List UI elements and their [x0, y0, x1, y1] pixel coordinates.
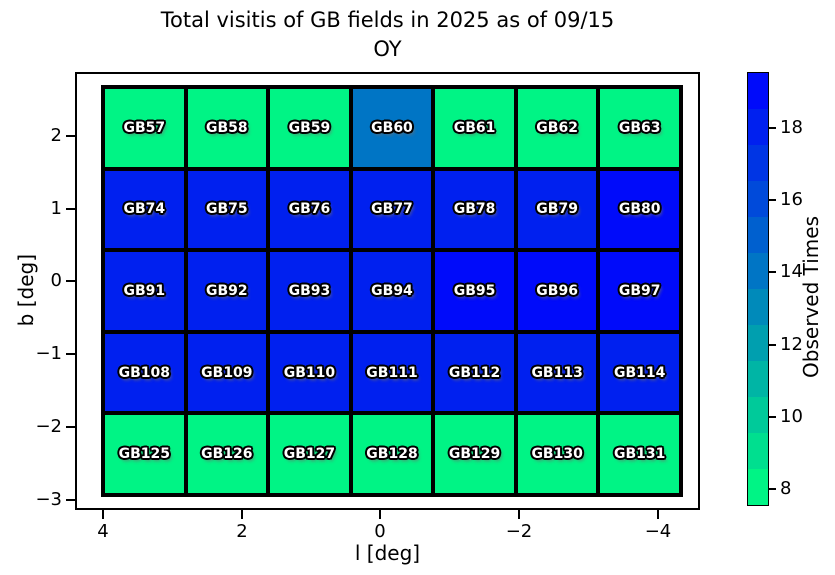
grid-cell-GB112: GB112: [435, 333, 514, 412]
y-tick-label: −3: [35, 489, 62, 510]
x-tick-label: −4: [644, 521, 672, 542]
colorbar-band-15: [748, 217, 768, 253]
x-tick-label: 2: [236, 521, 248, 542]
tick-mark: [769, 199, 776, 201]
grid-cell-GB63: GB63: [600, 89, 679, 167]
grid-cell-GB108: GB108: [105, 333, 184, 412]
grid-cell-GB96: GB96: [517, 252, 597, 330]
colorbar-tick-label: 18: [780, 117, 803, 138]
colorbar-band-8: [748, 469, 768, 505]
colorbar-band-19: [748, 73, 768, 109]
colorbar-tick-label: 14: [780, 261, 803, 282]
x-axis-label: l [deg]: [354, 541, 421, 565]
colorbar: [747, 72, 769, 506]
colorbar-band-18: [748, 109, 768, 145]
grid-cell-GB80: GB80: [600, 170, 679, 249]
y-tick-label: 2: [50, 125, 62, 146]
colorbar-tick-label: 16: [780, 189, 803, 210]
grid-cell-GB76: GB76: [270, 170, 349, 249]
tick-mark: [518, 510, 520, 519]
colorbar-band-11: [748, 361, 768, 397]
tick-mark: [66, 499, 75, 501]
chart-title-line2: OY: [373, 37, 402, 61]
y-tick-label: −1: [35, 343, 62, 364]
tick-mark: [66, 353, 75, 355]
y-tick-label: −2: [35, 416, 62, 437]
x-tick-label: 4: [97, 521, 109, 542]
colorbar-tick-label: 8: [780, 478, 792, 499]
y-tick-label: 0: [50, 270, 62, 291]
colorbar-band-14: [748, 253, 768, 289]
grid-cell-GB110: GB110: [270, 333, 349, 412]
grid-cell-GB58: GB58: [187, 89, 267, 167]
tick-mark: [66, 208, 75, 210]
colorbar-band-9: [748, 433, 768, 469]
field-grid: GB57 GB58 GB59 GB60 GB61 GB62 GB63 GB74 GB75 GB76…: [101, 85, 683, 497]
grid-cell-GB92: GB92: [187, 252, 267, 330]
colorbar-band-16: [748, 181, 768, 217]
colorbar-tick-label: 12: [780, 334, 803, 355]
y-tick-label: 1: [50, 198, 62, 219]
grid-cell-GB59: GB59: [270, 89, 349, 167]
tick-mark: [66, 426, 75, 428]
tick-mark: [769, 416, 776, 418]
grid-cell-GB75: GB75: [187, 170, 267, 249]
colorbar-band-10: [748, 397, 768, 433]
chart-title-line1: Total visitis of GB fields in 2025 as of…: [160, 8, 615, 32]
colorbar-band-17: [748, 145, 768, 181]
grid-cell-GB57: GB57: [105, 89, 184, 167]
grid-cell-GB74: GB74: [105, 170, 184, 249]
grid-cell-GB114: GB114: [600, 333, 679, 412]
grid-cell-GB113: GB113: [517, 333, 597, 412]
grid-cell-GB127: GB127: [270, 415, 349, 493]
grid-cell-GB129: GB129: [435, 415, 514, 493]
x-tick-label: 0: [374, 521, 386, 542]
grid-cell-GB97: GB97: [600, 252, 679, 330]
tick-mark: [379, 510, 381, 519]
plot-area: GB57 GB58 GB59 GB60 GB61 GB62 GB63 GB74 GB75 GB76…: [75, 72, 700, 510]
grid-cell-GB125: GB125: [105, 415, 184, 493]
grid-cell-GB91: GB91: [105, 252, 184, 330]
x-tick-label: −2: [505, 521, 533, 542]
colorbar-band-12: [748, 325, 768, 361]
grid-cell-GB93: GB93: [270, 252, 349, 330]
tick-mark: [769, 344, 776, 346]
grid-cell-GB94: GB94: [352, 252, 432, 330]
grid-cell-GB79: GB79: [517, 170, 597, 249]
grid-cell-GB109: GB109: [187, 333, 267, 412]
grid-cell-GB62: GB62: [517, 89, 597, 167]
grid-cell-GB78: GB78: [435, 170, 514, 249]
grid-cell-GB126: GB126: [187, 415, 267, 493]
grid-cell-GB77: GB77: [352, 170, 432, 249]
grid-cell-GB60: GB60: [352, 89, 432, 167]
grid-cell-GB111: GB111: [352, 333, 432, 412]
tick-mark: [66, 280, 75, 282]
tick-mark: [66, 135, 75, 137]
tick-mark: [769, 271, 776, 273]
grid-cell-GB128: GB128: [352, 415, 432, 493]
tick-mark: [657, 510, 659, 519]
colorbar-tick-label: 10: [780, 406, 803, 427]
tick-mark: [769, 488, 776, 490]
tick-mark: [241, 510, 243, 519]
grid-cell-GB130: GB130: [517, 415, 597, 493]
grid-cell-GB61: GB61: [435, 89, 514, 167]
tick-mark: [769, 127, 776, 129]
tick-mark: [102, 510, 104, 519]
grid-cell-GB95: GB95: [435, 252, 514, 330]
grid-cell-GB131: GB131: [600, 415, 679, 493]
colorbar-band-13: [748, 289, 768, 325]
